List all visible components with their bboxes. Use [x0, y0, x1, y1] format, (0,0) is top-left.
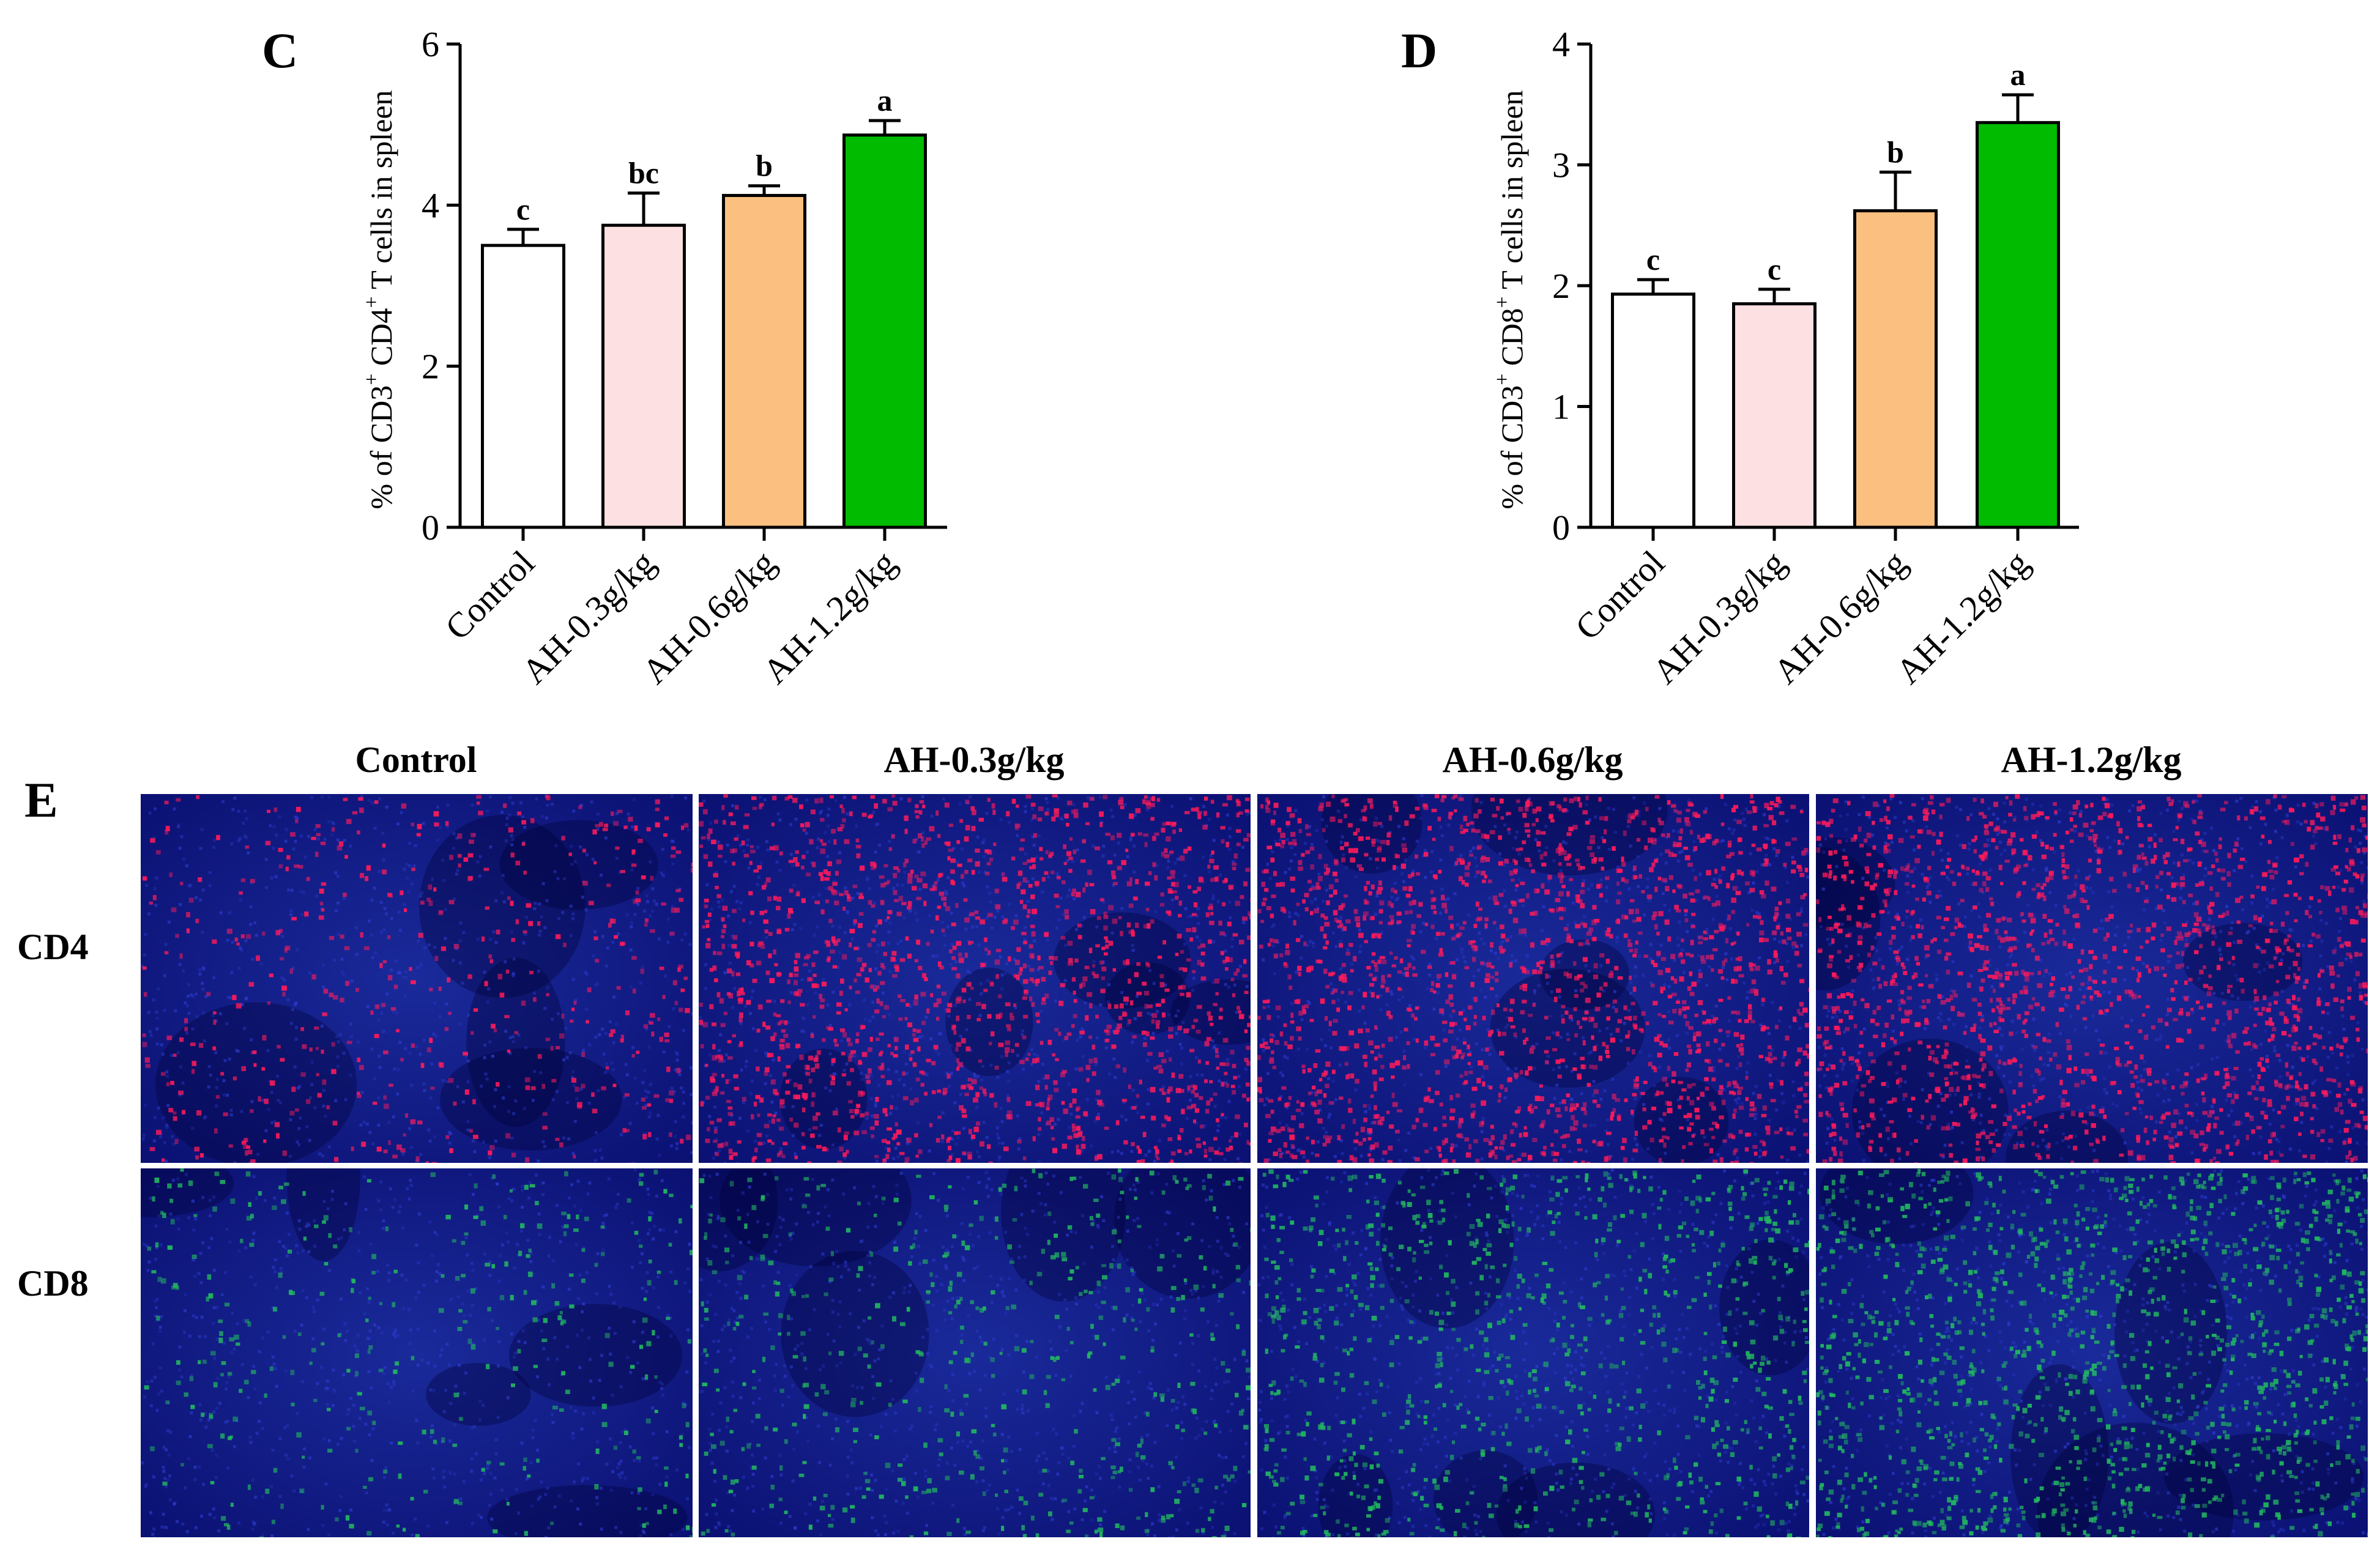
significance-label-d-control: c	[1646, 242, 1660, 276]
micrograph-cd8-ah-0-3g-kg	[699, 1168, 1251, 1537]
bar-c-control	[481, 243, 565, 529]
micrograph-cd8-ah-0-6g-kg	[1257, 1168, 1809, 1537]
chart-d-marks: 01234cControlcAH-0.3g/kgbAH-0.6g/kgaAH-1…	[1552, 24, 2079, 691]
column-title-ah-0-6: AH-0.6g/kg	[1442, 740, 1623, 780]
significance-label-d-ah-0-3g-kg: c	[1768, 252, 1781, 286]
bar-c-ah-0-6g-kg	[722, 194, 806, 529]
category-label-d-ah-0-6g-kg: AH-0.6g/kg	[1766, 543, 1914, 691]
significance-label-d-ah-1-2g-kg: a	[2010, 58, 2026, 92]
category-label-d-control: Control	[1567, 543, 1672, 647]
bar-d-control	[1611, 292, 1695, 529]
column-title-control: Control	[355, 740, 477, 780]
y-tick-label-d: 2	[1552, 266, 1570, 306]
micrograph-cd4-control	[141, 794, 693, 1163]
significance-label-c-control: c	[516, 192, 530, 226]
micrograph-cd8-ah-1-2g-kg	[1816, 1168, 2368, 1537]
panel-label-c: C	[262, 23, 298, 78]
row-label-cd4: CD4	[17, 927, 89, 967]
micrograph-panel: E Control AH-0.3g/kg AH-0.6g/kg AH-1.2g/…	[17, 740, 2368, 1537]
y-tick-label-d: 3	[1552, 146, 1570, 185]
y-tick-label-c: 4	[422, 185, 439, 225]
error-bar-d-ah-0-3g-kg	[1758, 288, 1790, 304]
column-title-ah-1-2: AH-1.2g/kg	[2001, 740, 2181, 780]
significance-label-c-ah-0-6g-kg: b	[756, 149, 773, 183]
error-bar-c-control	[507, 228, 539, 246]
category-label-c-control: Control	[437, 543, 542, 647]
bar-d-ah-0-3g-kg	[1732, 302, 1817, 529]
error-bar-c-ah-0-3g-kg	[628, 191, 660, 226]
y-axis-title-d: % of CD3+ CD8+ T cells in spleen	[1491, 90, 1529, 509]
column-title-ah-0-3: AH-0.3g/kg	[883, 740, 1064, 780]
chart-d: D % of CD3+ CD8+ T cells in spleen 0 1 2 3 4…	[1401, 23, 2079, 691]
micrograph-cd4-ah-0-3g-kg	[699, 794, 1251, 1163]
chart-c-marks: 0246cControlbcAH-0.3g/kgbAH-0.6g/kgaAH-1…	[422, 24, 947, 691]
significance-label-c-ah-1-2g-kg: a	[877, 83, 893, 117]
error-bar-c-ah-1-2g-kg	[869, 119, 901, 135]
significance-label-c-ah-0-3g-kg: bc	[628, 156, 659, 190]
micrograph-cd4-ah-0-6g-kg	[1257, 794, 1809, 1163]
micrograph-tiles	[141, 794, 2368, 1537]
chart-c: C % of CD3+ CD4+ T cells in spleen 0 2 4 6 c…	[262, 23, 947, 691]
y-axis-title-c: % of CD3+ CD4+ T cells in spleen	[360, 90, 398, 509]
micrograph-cd8-control	[141, 1168, 693, 1537]
y-tick-label-d: 1	[1552, 387, 1570, 427]
y-tick-label-d: 0	[1552, 508, 1570, 547]
panel-label-d: D	[1401, 23, 1437, 78]
panel-label-e: E	[24, 772, 58, 828]
bar-c-ah-1-2g-kg	[842, 133, 927, 529]
micrograph-cd4-ah-1-2g-kg	[1816, 794, 2368, 1163]
y-tick-label-c: 6	[422, 24, 439, 64]
y-tick-label-d: 4	[1552, 24, 1570, 64]
bar-d-ah-1-2g-kg	[1976, 121, 2060, 529]
y-tick-label-c: 0	[422, 508, 439, 547]
error-bar-c-ah-0-6g-kg	[748, 184, 780, 196]
error-bar-d-ah-1-2g-kg	[2002, 93, 2034, 123]
error-bar-d-ah-0-6g-kg	[1880, 170, 1911, 211]
y-tick-label-c: 2	[422, 347, 439, 387]
bar-d-ah-0-6g-kg	[1853, 209, 1938, 529]
error-bar-d-control	[1637, 278, 1669, 294]
significance-label-d-ah-0-6g-kg: b	[1887, 135, 1904, 169]
bar-c-ah-0-3g-kg	[601, 223, 686, 529]
row-label-cd8: CD8	[17, 1263, 89, 1304]
category-label-d-ah-1-2g-kg: AH-1.2g/kg	[1888, 543, 2037, 691]
